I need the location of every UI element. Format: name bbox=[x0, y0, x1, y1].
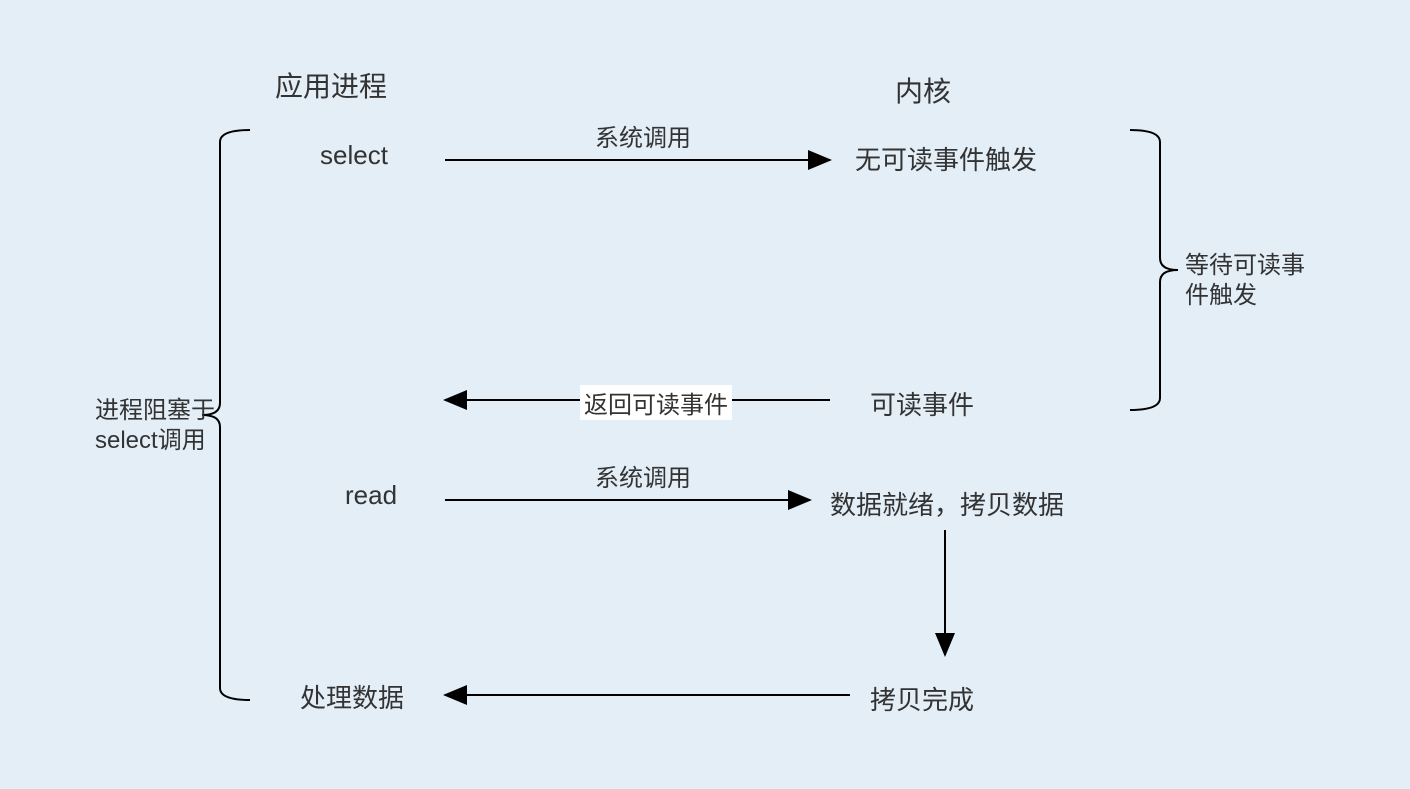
header-kernel: 内核 bbox=[895, 70, 951, 110]
header-app-process: 应用进程 bbox=[275, 65, 387, 105]
annotation-left-brace-line2: select调用 bbox=[95, 420, 206, 455]
arrow-label-syscall2: 系统调用 bbox=[595, 458, 691, 493]
arrow-label-return-event: 返回可读事件 bbox=[580, 385, 732, 420]
step-process-data: 处理数据 bbox=[300, 678, 404, 715]
kernel-copy-done: 拷贝完成 bbox=[870, 680, 974, 717]
kernel-no-event: 无可读事件触发 bbox=[855, 140, 1037, 177]
annotation-right-brace-line2: 件触发 bbox=[1185, 275, 1257, 310]
step-select: select bbox=[320, 140, 388, 171]
step-read: read bbox=[345, 480, 397, 511]
kernel-data-ready: 数据就绪，拷贝数据 bbox=[830, 485, 1064, 522]
kernel-readable-event: 可读事件 bbox=[870, 385, 974, 422]
arrow-label-syscall1: 系统调用 bbox=[595, 118, 691, 153]
